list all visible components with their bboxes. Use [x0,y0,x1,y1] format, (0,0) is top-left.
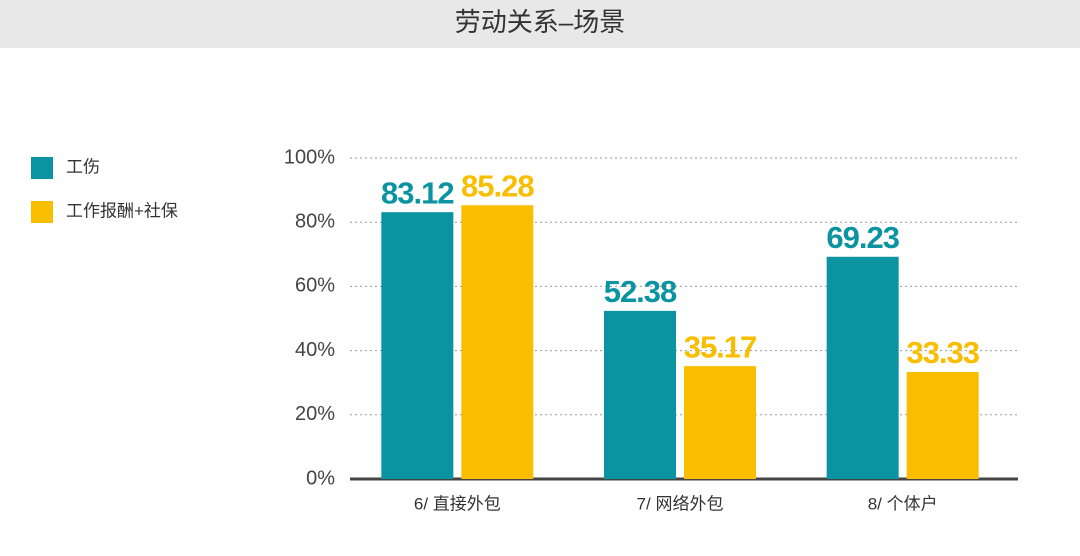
bar [684,366,756,479]
value-label: 33.33 [906,335,979,370]
value-label: 35.17 [684,329,757,364]
x-tick-label: 7/ 网络外包 [637,494,724,513]
value-label: 85.28 [461,168,534,203]
legend-swatch [31,157,53,179]
y-tick-label: 20% [295,403,335,425]
chart-title: 劳动关系–场景 [455,7,625,37]
value-label: 69.23 [826,220,899,255]
legend-label: 工伤 [66,157,100,176]
x-tick-label: 6/ 直接外包 [414,494,501,513]
x-tick-label: 8/ 个体户 [868,494,938,513]
bar [604,310,676,479]
title-bar [0,0,1080,48]
y-tick-label: 60% [295,275,335,297]
legend-label: 工作报酬+社保 [66,201,178,220]
y-tick-label: 0% [306,467,335,489]
bar [826,256,899,479]
y-tick-label: 80% [295,210,335,232]
value-label: 52.38 [604,274,677,309]
bar [461,205,534,479]
y-tick-label: 100% [284,146,335,168]
value-label: 83.12 [381,175,454,210]
y-tick-label: 40% [295,339,335,361]
bar [381,212,454,479]
legend-swatch [31,201,53,223]
bar [906,372,979,479]
